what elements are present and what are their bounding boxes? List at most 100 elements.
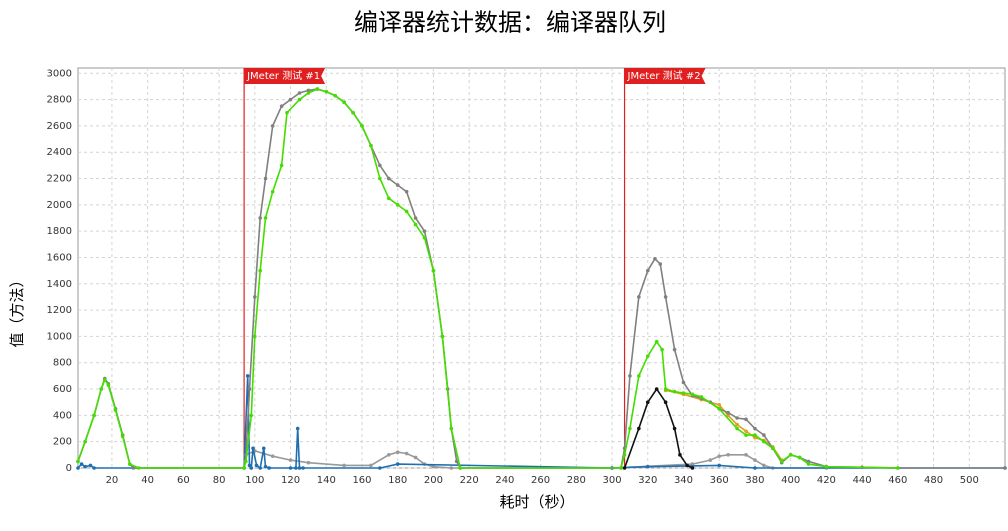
x-tick-label: 20 (106, 475, 119, 486)
y-tick-label: 2000 (47, 200, 72, 211)
point (306, 91, 311, 95)
point (258, 216, 262, 220)
point (628, 426, 632, 431)
point (1003, 466, 1007, 470)
point (102, 378, 107, 382)
point (753, 426, 757, 431)
point (672, 347, 677, 352)
x-tick-label: 220 (460, 475, 479, 486)
point (297, 91, 302, 95)
point (690, 462, 695, 466)
point (378, 466, 382, 470)
point (253, 295, 257, 299)
y-tick-label: 1800 (47, 226, 72, 237)
point (106, 383, 111, 387)
point (249, 466, 254, 470)
y-tick-label: 3000 (47, 68, 72, 79)
y-tick-label: 1200 (47, 305, 72, 316)
marker-flag (244, 68, 326, 84)
point (622, 453, 627, 457)
point (76, 466, 80, 470)
point (369, 463, 373, 468)
x-tick-label: 500 (960, 475, 979, 486)
x-tick-label: 420 (817, 475, 836, 486)
point (431, 464, 436, 469)
x-tick-label: 460 (888, 475, 907, 486)
point (422, 229, 427, 233)
point (270, 124, 275, 128)
x-tick-label: 40 (141, 475, 154, 486)
x-tick-label: 380 (745, 475, 764, 486)
point (279, 104, 284, 108)
point (83, 439, 87, 444)
x-tick-label: 180 (388, 475, 407, 486)
point (753, 433, 757, 437)
point (744, 433, 748, 437)
point (413, 455, 418, 460)
point (699, 395, 704, 399)
point (762, 439, 766, 444)
point (431, 268, 436, 273)
point (386, 196, 391, 201)
point (663, 295, 668, 299)
point (342, 463, 346, 468)
point (247, 463, 252, 468)
point (113, 408, 118, 412)
point (735, 426, 739, 431)
point (672, 426, 677, 431)
point (395, 462, 400, 466)
point (288, 458, 293, 462)
point (79, 462, 84, 466)
point (440, 334, 445, 339)
point (251, 446, 255, 451)
point (404, 451, 409, 456)
point (395, 183, 400, 187)
chart-title: 编译器统计数据：编译器队列 (354, 9, 666, 37)
point (637, 426, 641, 431)
point (333, 93, 338, 98)
point (258, 466, 262, 470)
point (253, 334, 257, 339)
point (301, 466, 305, 470)
point (92, 466, 96, 470)
point (245, 374, 250, 378)
point (726, 410, 730, 415)
point (753, 466, 757, 470)
point (681, 380, 686, 385)
point (619, 466, 623, 470)
point (258, 268, 262, 273)
point (771, 446, 775, 451)
marker-flag (624, 68, 706, 84)
x-axis-label: 耗时（秒） (499, 493, 574, 511)
point (288, 97, 293, 102)
y-tick-label: 200 (53, 437, 72, 448)
point (131, 466, 136, 470)
point (270, 189, 275, 194)
point (297, 97, 302, 102)
marker-label: JMeter 测试 #1 (246, 69, 320, 82)
point (378, 176, 382, 181)
point (279, 163, 284, 168)
point (404, 189, 409, 194)
point (660, 347, 664, 352)
point (744, 429, 748, 433)
point (645, 268, 650, 273)
point (297, 466, 302, 470)
point (788, 453, 793, 457)
marker-label: JMeter 测试 #2 (627, 69, 701, 82)
point (708, 458, 713, 462)
point (247, 387, 252, 391)
point (744, 453, 748, 457)
point (806, 459, 811, 464)
point (681, 391, 686, 395)
point (306, 88, 311, 93)
point (717, 406, 722, 411)
y-tick-label: 2400 (47, 147, 72, 158)
point (726, 453, 730, 457)
point (136, 466, 141, 470)
y-tick-label: 1000 (47, 331, 72, 342)
point (386, 176, 391, 181)
point (797, 455, 802, 460)
point (628, 374, 632, 378)
